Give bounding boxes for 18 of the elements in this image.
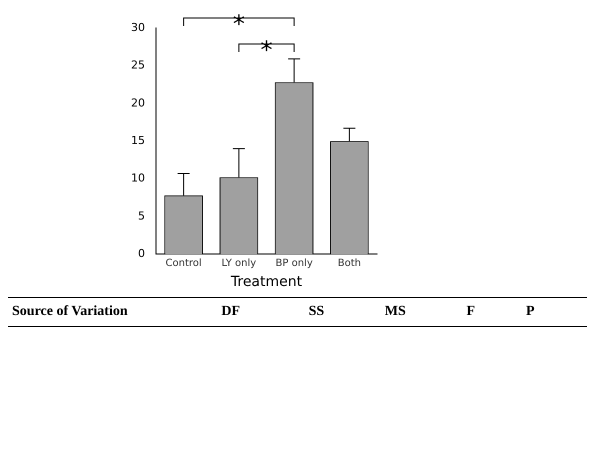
x-axis-title: Treatment (230, 274, 303, 290)
x-tick-label: BP only (276, 258, 313, 269)
text: MS (384, 304, 407, 320)
y-tick-label: 30 (130, 20, 145, 34)
text: DF (220, 304, 242, 320)
x-tick-label: Control (166, 258, 202, 269)
text: F (465, 304, 476, 320)
y-tick-label: 5 (138, 209, 145, 222)
y-tick-label: 0 (138, 247, 145, 260)
y-tick-label: 20 (130, 96, 145, 110)
y-tick-label: 25 (130, 58, 145, 72)
text: P (524, 304, 536, 320)
x-tick-label: LY only (222, 258, 256, 269)
source-note: Source of Variation (11, 304, 129, 320)
y-tick-label: 15 (130, 134, 145, 147)
y-tick-label: 10 (130, 172, 145, 185)
x-tick-label: Both (338, 258, 361, 269)
text: SS (308, 304, 326, 320)
